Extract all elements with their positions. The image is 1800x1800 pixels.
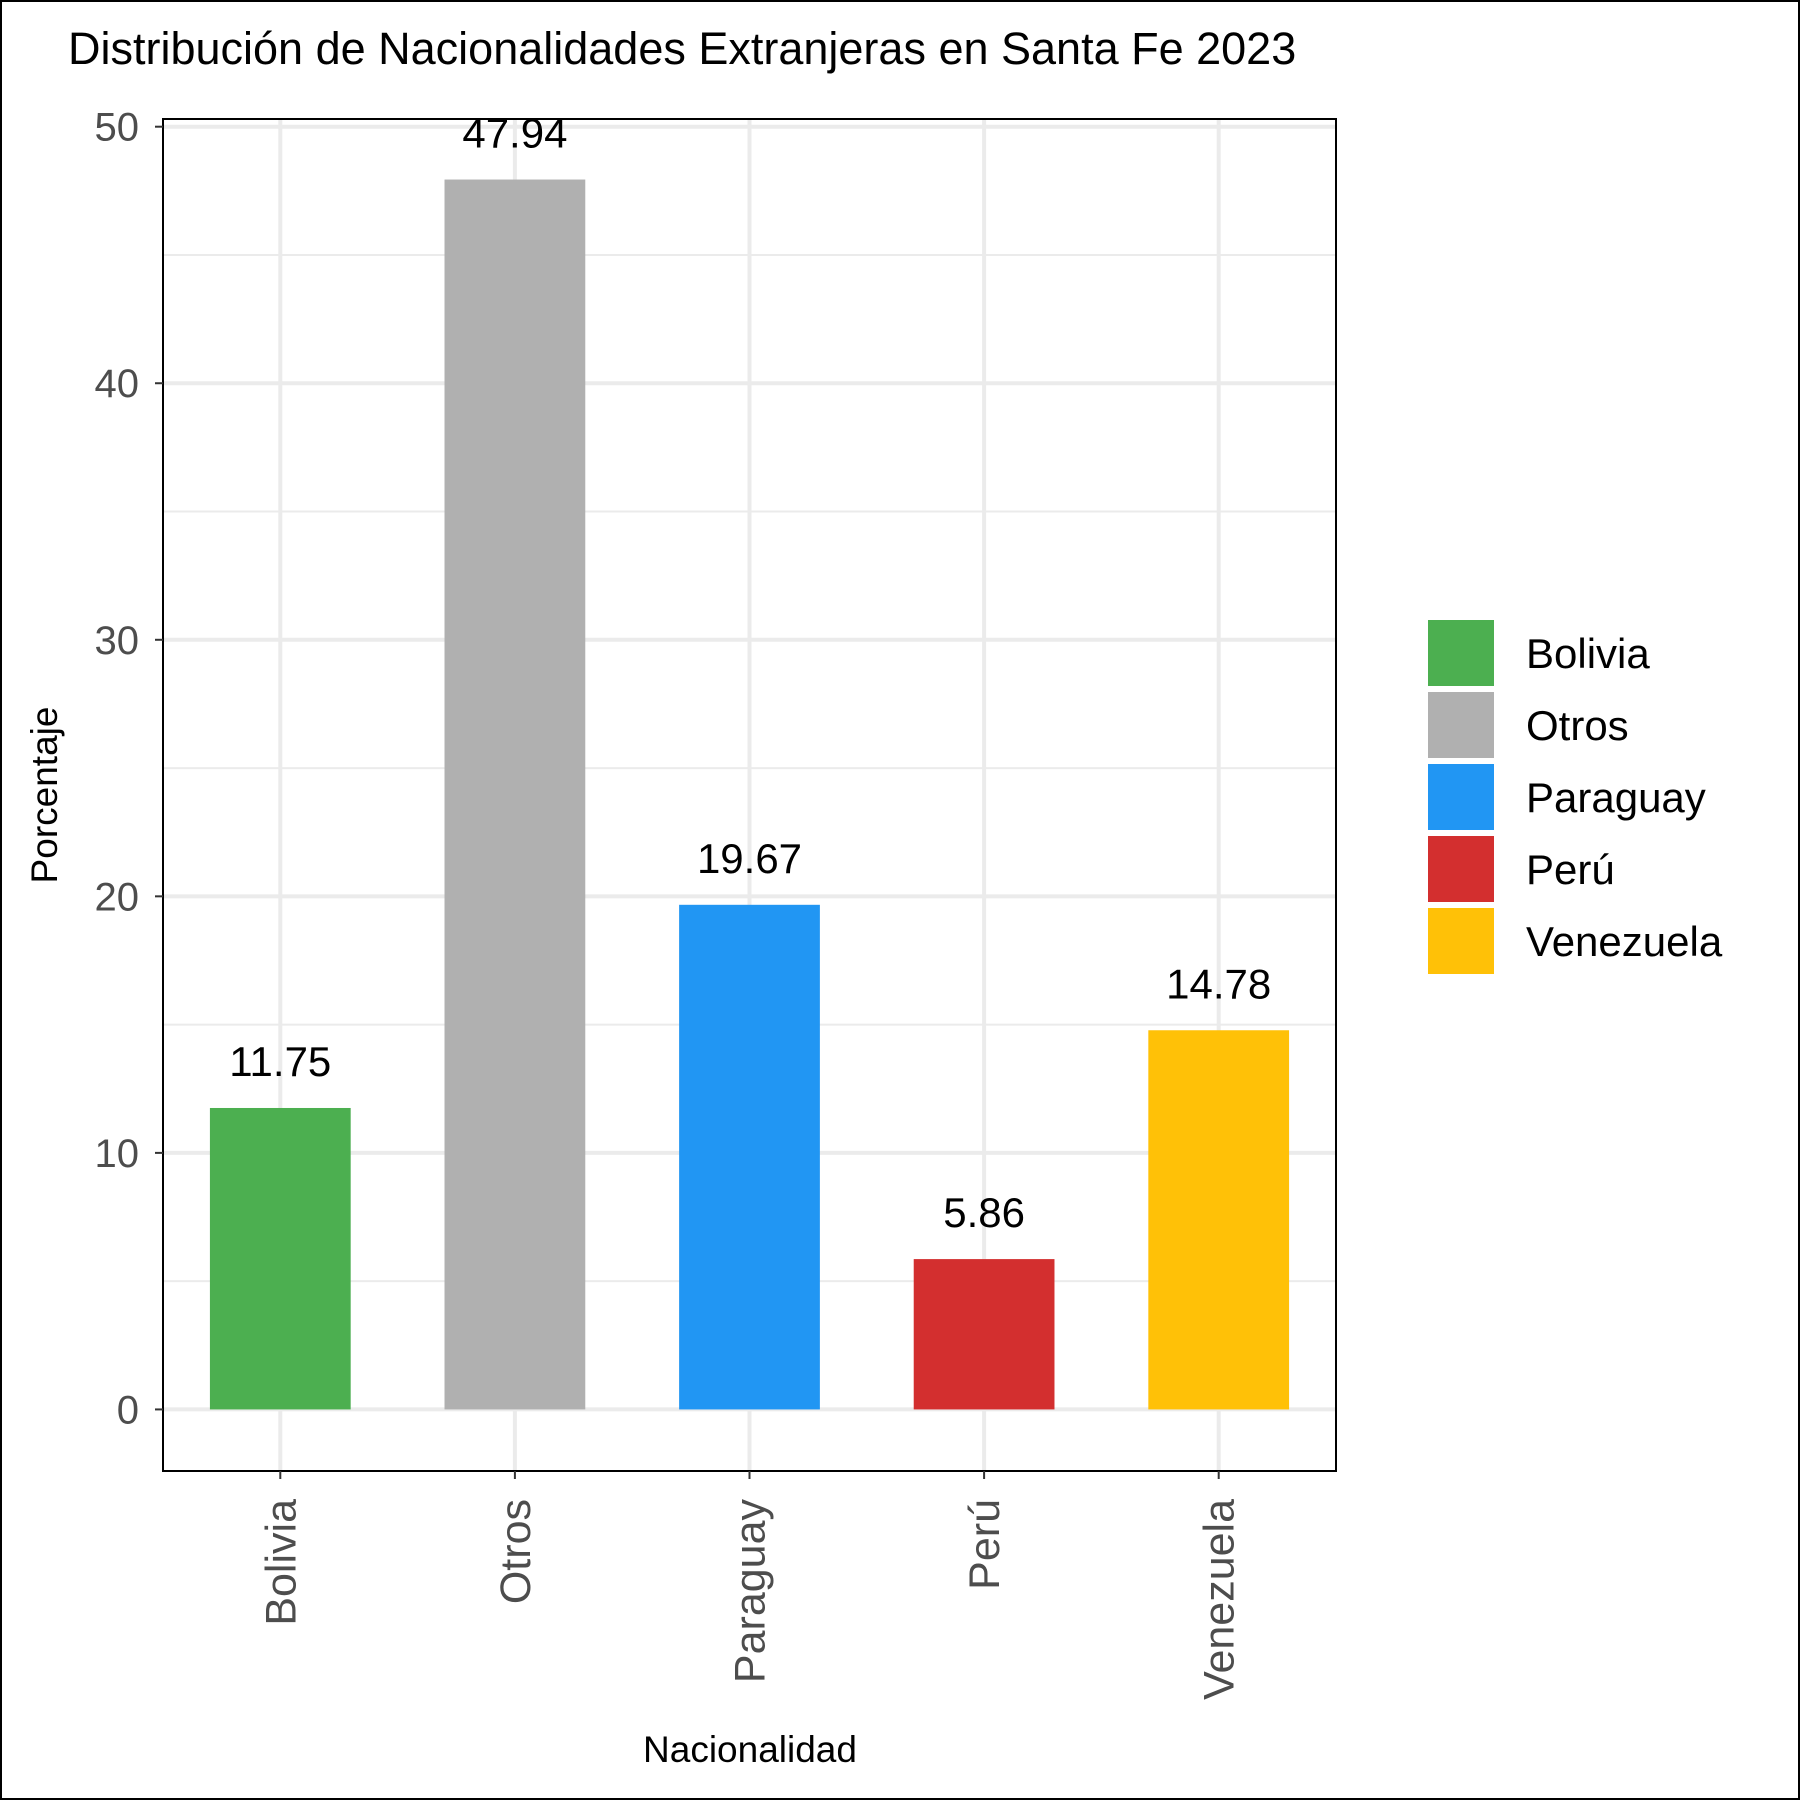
legend-key-perú bbox=[1428, 836, 1494, 902]
legend-label: Perú bbox=[1526, 846, 1615, 893]
bar-bolivia[interactable] bbox=[209, 1107, 351, 1410]
x-axis-ticks: Bolivia Otros Paraguay Perú Venezuela bbox=[257, 1471, 1244, 1700]
x-tick-label: Otros bbox=[492, 1499, 540, 1604]
y-axis-ticks: 0 10 20 30 40 50 bbox=[95, 106, 163, 1432]
data-label-paraguay: 19.67 bbox=[697, 835, 802, 882]
x-axis-title: Nacionalidad bbox=[643, 1729, 857, 1770]
legend-label: Bolivia bbox=[1526, 630, 1650, 677]
x-tick-label: Bolivia bbox=[257, 1499, 305, 1626]
legend-key-otros bbox=[1428, 692, 1494, 758]
bar-venezuela[interactable] bbox=[1148, 1030, 1290, 1410]
y-tick-label: 40 bbox=[95, 362, 140, 406]
data-label-bolivia: 11.75 bbox=[229, 1038, 331, 1085]
data-label-otros: 47.94 bbox=[462, 110, 567, 157]
y-tick-label: 30 bbox=[95, 619, 140, 663]
data-label-venezuela: 14.78 bbox=[1166, 960, 1271, 1007]
bar-perú[interactable] bbox=[913, 1259, 1055, 1410]
legend-key-bolivia bbox=[1428, 620, 1494, 686]
x-tick-label: Venezuela bbox=[1196, 1499, 1244, 1700]
bar-paraguay[interactable] bbox=[679, 904, 820, 1410]
data-labels: 11.75 47.94 19.67 5.86 14.78 bbox=[229, 110, 1271, 1237]
y-tick-label: 20 bbox=[95, 875, 140, 919]
data-label-perú: 5.86 bbox=[943, 1189, 1025, 1236]
legend-label: Paraguay bbox=[1526, 774, 1706, 821]
legend-label: Venezuela bbox=[1526, 918, 1723, 965]
x-tick-label: Paraguay bbox=[727, 1499, 775, 1684]
chart-title: Distribución de Nacionalidades Extranjer… bbox=[68, 23, 1296, 74]
y-axis-title: Porcentaje bbox=[24, 707, 65, 884]
legend-key-venezuela bbox=[1428, 908, 1494, 974]
x-tick-label: Perú bbox=[961, 1499, 1009, 1590]
legend-key-paraguay bbox=[1428, 764, 1494, 830]
legend: Bolivia Otros Paraguay Perú Venezuela bbox=[1428, 620, 1723, 974]
bar-otros[interactable] bbox=[444, 179, 586, 1410]
y-tick-label: 0 bbox=[117, 1388, 139, 1432]
y-tick-label: 50 bbox=[95, 106, 140, 150]
y-tick-label: 10 bbox=[95, 1132, 140, 1176]
bars bbox=[209, 179, 1290, 1410]
legend-label: Otros bbox=[1526, 702, 1629, 749]
